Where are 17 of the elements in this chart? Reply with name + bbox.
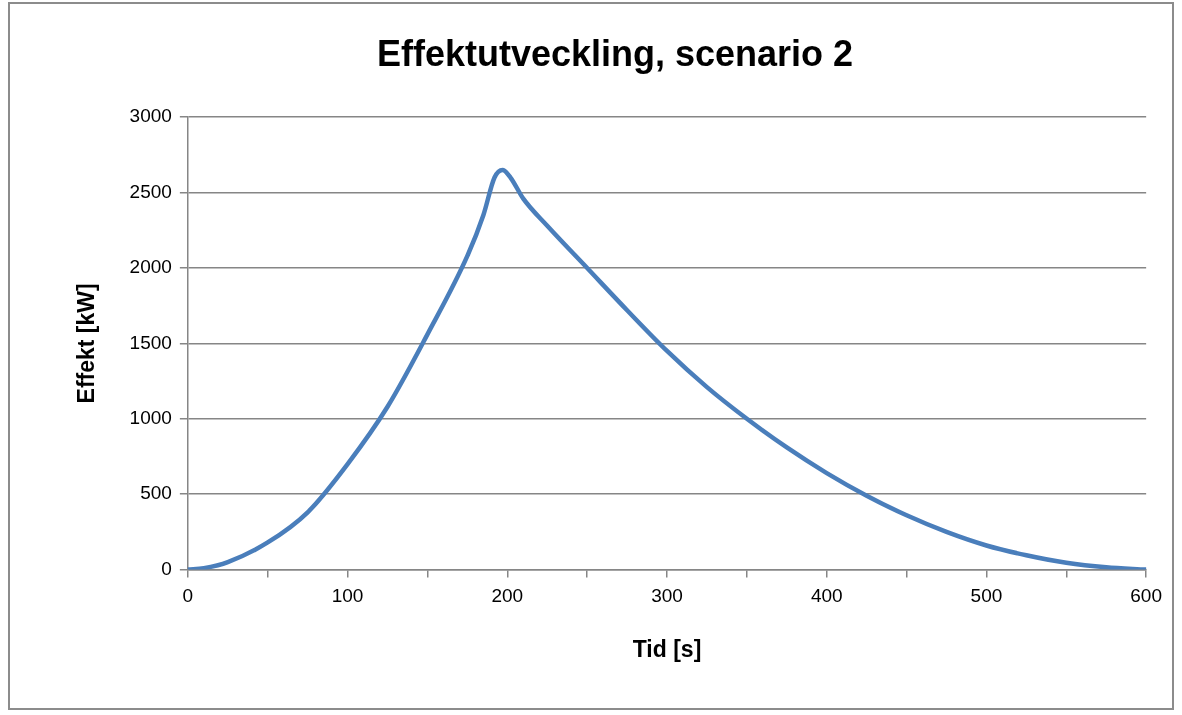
- y-axis-title: Effekt [kW]: [73, 283, 100, 404]
- y-tick-label: 0: [161, 557, 172, 579]
- y-tick-label: 2500: [129, 180, 172, 202]
- x-tick-label: 600: [1130, 585, 1162, 607]
- x-tick-label: 200: [491, 585, 524, 607]
- y-tick-label: 2000: [129, 256, 172, 278]
- x-tick-label: 100: [331, 585, 364, 607]
- y-tick-label: 3000: [129, 105, 172, 127]
- y-tick-label: 1500: [129, 331, 172, 353]
- y-tick-label: 1000: [129, 407, 172, 429]
- x-tick-label: 400: [810, 585, 843, 607]
- x-tick-label: 500: [970, 585, 1003, 607]
- x-tick-label: 300: [651, 585, 683, 607]
- y-tick-label: 500: [140, 482, 172, 504]
- x-tick-label: 0: [182, 585, 194, 607]
- x-axis-title: Tid [s]: [632, 635, 702, 662]
- chart-title: Effektutveckling, scenario 2: [376, 32, 854, 74]
